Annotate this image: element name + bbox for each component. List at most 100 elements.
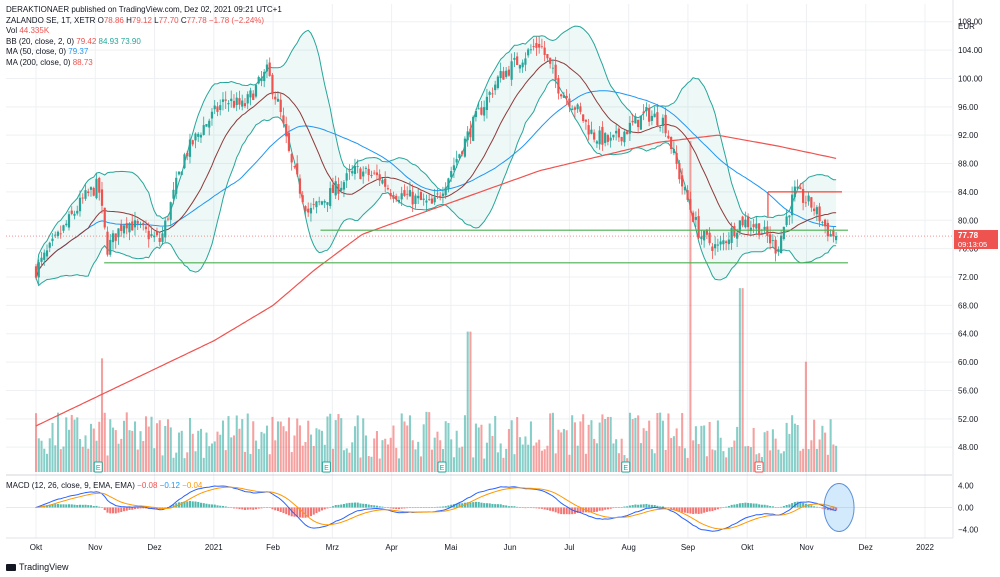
volume-bar	[711, 449, 714, 472]
macd-tick-label: 0.00	[958, 504, 974, 513]
volume-bar	[103, 412, 106, 472]
candle-body	[711, 246, 714, 251]
macd-hist-bar	[807, 504, 810, 508]
candle-body	[722, 240, 725, 245]
volume-bar	[381, 440, 384, 472]
macd-hist-bar	[268, 507, 271, 508]
volume-bar	[463, 415, 466, 472]
candle-body	[681, 175, 684, 187]
candle-body	[51, 238, 54, 242]
volume-bar	[441, 449, 444, 472]
candle-body	[824, 219, 827, 227]
candle-body	[384, 178, 387, 187]
macd-hist-bar	[796, 501, 799, 508]
macd-hist-bar	[348, 502, 351, 508]
candle-body	[727, 239, 730, 245]
candle-body	[109, 239, 112, 255]
candle-body	[637, 119, 640, 128]
candle-body	[631, 120, 634, 123]
volume-bar	[430, 449, 433, 472]
volume-bar	[766, 430, 769, 472]
earnings-label: E	[623, 465, 628, 472]
macd-hist-bar	[87, 505, 90, 508]
ma50-line	[35, 90, 837, 278]
candle-body	[664, 114, 667, 134]
candle-body	[315, 201, 318, 208]
macd-hist-bar	[265, 507, 269, 508]
volume-bar	[483, 458, 486, 472]
volume-bar	[216, 431, 219, 472]
macd-hist-bar	[774, 507, 777, 508]
tradingview-footer[interactable]: TradingView	[6, 562, 69, 572]
candle-body	[604, 133, 607, 144]
candle-body	[219, 105, 222, 111]
macd-hist-bar	[290, 507, 293, 517]
volume-bar	[782, 451, 785, 472]
volume-bar	[582, 414, 585, 472]
candle-body	[81, 197, 84, 199]
macd-hist-bar	[400, 507, 403, 509]
candle-body	[238, 98, 241, 105]
volume-bar	[356, 415, 359, 472]
candle-body	[510, 61, 513, 80]
volume-bar	[579, 421, 582, 472]
macd-hist-bar	[175, 503, 178, 508]
macd-hist-bar	[469, 502, 472, 508]
time-tick-label: 2021	[205, 543, 223, 552]
macd-hist-bar	[540, 507, 543, 509]
candle-body	[659, 127, 662, 128]
macd-hist-bar	[821, 507, 824, 509]
volume-bar	[109, 419, 112, 472]
macd-hist-bar	[645, 503, 648, 508]
volume-bar	[342, 450, 346, 472]
macd-hist-bar	[312, 507, 315, 515]
macd-hist-bar	[598, 507, 601, 511]
macd-hist-bar	[612, 507, 615, 509]
macd-hist-bar	[81, 504, 84, 508]
macd-hist-bar	[92, 506, 95, 508]
candle-body	[103, 207, 106, 228]
candle-body	[598, 130, 601, 145]
volume-bar	[708, 421, 711, 472]
candle-body	[106, 231, 109, 255]
macd-hist-bar	[70, 504, 73, 508]
volume-bar	[683, 448, 686, 472]
macd-hist-bar	[125, 507, 128, 511]
candle-body	[312, 204, 315, 205]
bb-basis-line	[35, 59, 837, 278]
macd-hist-bar	[538, 507, 541, 509]
macd-hist-bar	[670, 507, 673, 509]
volume-bar	[51, 422, 54, 472]
candle-body	[672, 148, 675, 154]
volume-bar	[810, 440, 813, 472]
candle-body	[601, 126, 604, 145]
macd-hist-bar	[425, 507, 428, 508]
macd-hist-bar	[524, 507, 527, 509]
candle-body	[557, 78, 560, 94]
candle-body	[579, 106, 582, 112]
price-tick-label: 76.00	[958, 245, 979, 254]
bollinger-bands	[35, 25, 837, 287]
volume-bar	[287, 417, 291, 472]
macd-value: −0.12	[159, 481, 180, 490]
volume-value: 44.335K	[19, 26, 50, 35]
volume-bar	[551, 412, 554, 472]
volume-bar	[144, 416, 148, 472]
price-tick-label: 60.00	[958, 358, 979, 367]
volume-bar	[150, 416, 153, 472]
candle-body	[199, 134, 203, 138]
candle-body	[139, 223, 142, 225]
tradingview-logo-icon	[6, 564, 16, 572]
candle-body	[469, 128, 472, 138]
macd-hist-bar	[763, 504, 766, 508]
candle-body	[166, 218, 170, 220]
candle-body	[760, 233, 763, 234]
macd-hist-bar	[650, 504, 653, 508]
volume-bar	[175, 452, 178, 472]
volume-bar	[661, 420, 664, 472]
volume-bar	[164, 425, 167, 472]
volume-bar	[738, 288, 741, 472]
volume-bar	[131, 430, 134, 472]
macd-hist-bar	[777, 507, 780, 508]
